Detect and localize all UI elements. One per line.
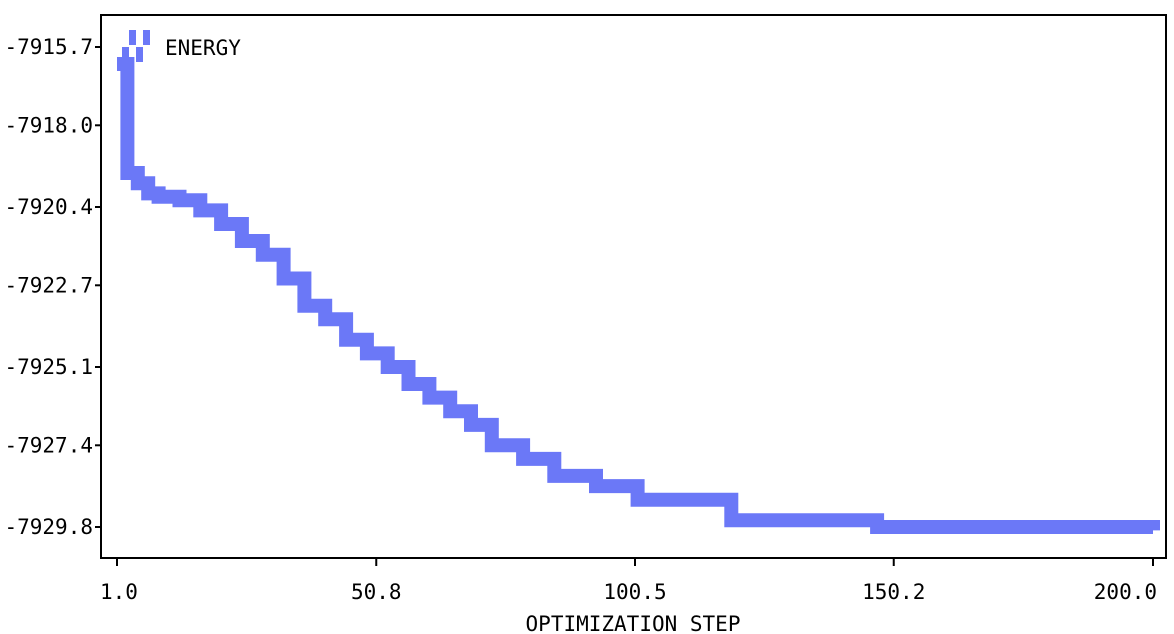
y-tick-label: -7927.4 bbox=[4, 433, 93, 457]
x-axis-title: OPTIMIZATION STEP bbox=[526, 612, 741, 634]
energy-series-line bbox=[117, 57, 1160, 534]
y-tick-label: -7920.4 bbox=[4, 195, 93, 219]
legend-swatch-segment bbox=[129, 30, 136, 45]
y-tick-label: -7925.1 bbox=[4, 355, 93, 379]
legend-swatch-segment bbox=[143, 30, 150, 45]
plot-frame bbox=[100, 14, 1167, 559]
x-tick-label: 200.0 bbox=[1094, 580, 1157, 604]
y-axis: -7915.7 -7918.0 -7920.4 -7922.7 -7925.1 -7927… bbox=[4, 35, 101, 539]
y-tick-label: -7918.0 bbox=[4, 113, 93, 137]
y-tick-label: -7915.7 bbox=[4, 35, 93, 59]
legend: ENERGY bbox=[122, 30, 241, 62]
y-tick-label: -7922.7 bbox=[4, 273, 93, 297]
legend-label-energy: ENERGY bbox=[165, 36, 241, 60]
plot-marks bbox=[116, 57, 1160, 534]
x-tick-label: 1.0 bbox=[100, 580, 138, 604]
x-axis: 1.0 50.8 100.5 150.2 200.0 bbox=[100, 558, 1157, 604]
legend-swatch-segment bbox=[136, 47, 143, 62]
legend-swatch-segment bbox=[122, 47, 129, 62]
legend-swatch-energy bbox=[122, 30, 150, 62]
x-tick-label: 150.2 bbox=[862, 580, 925, 604]
x-tick-label: 100.5 bbox=[603, 580, 666, 604]
y-tick-label: -7929.8 bbox=[4, 515, 93, 539]
x-tick-label: 50.8 bbox=[351, 580, 402, 604]
